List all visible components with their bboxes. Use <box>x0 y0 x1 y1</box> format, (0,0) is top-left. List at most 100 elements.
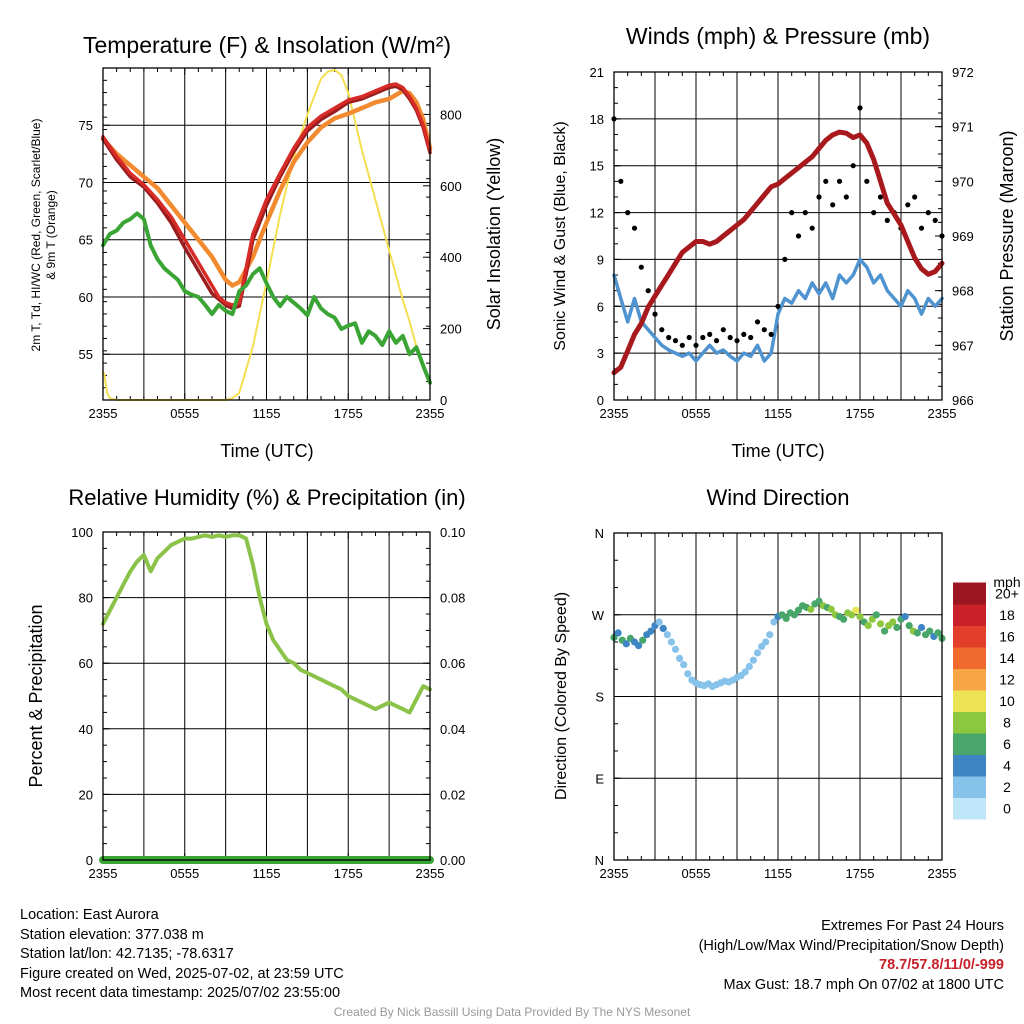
colorbar-label: 14 <box>999 650 1015 666</box>
gust-point <box>809 225 815 231</box>
direction-point <box>659 624 667 633</box>
gust-point <box>884 217 890 223</box>
direction-point <box>614 629 622 637</box>
latlon-text: Station lat/lon: 42.7135; -78.6317 <box>20 946 234 962</box>
x-tick-label: 0555 <box>682 866 711 881</box>
gust-point <box>625 210 631 216</box>
colorbar-swatch <box>953 797 986 820</box>
direction-point <box>881 627 889 635</box>
direction-point <box>852 606 860 614</box>
colorbar-title: mph <box>993 574 1020 590</box>
gust-point <box>877 194 884 200</box>
gust-point <box>871 210 877 216</box>
y2-tick-label: 970 <box>952 174 974 189</box>
direction-point <box>790 611 799 619</box>
gust-point <box>734 338 740 344</box>
y-tick-label: 18 <box>590 112 604 127</box>
direction-point <box>917 623 926 632</box>
y2-tick-label: 400 <box>440 250 462 265</box>
direction-point <box>749 656 758 664</box>
y-axis-label: Sonic Wind & Gust (Blue, Black) <box>552 121 569 350</box>
direction-point <box>745 662 753 671</box>
colorbar-label: 18 <box>999 607 1015 623</box>
x-tick-label: 2355 <box>600 406 629 421</box>
plot-border <box>102 67 431 401</box>
direction-point <box>876 620 885 628</box>
gust-point <box>666 334 672 341</box>
gust-point <box>754 319 761 325</box>
colorbar-label: 8 <box>1003 714 1011 730</box>
direction-point <box>753 649 762 657</box>
x-tick-label: 0555 <box>170 866 199 881</box>
colorbar-swatch <box>953 668 986 691</box>
y-tick-label: 9 <box>597 252 604 267</box>
direction-point <box>667 638 676 646</box>
y2-tick-label: 968 <box>952 284 974 299</box>
direction-point <box>647 627 655 635</box>
y2-tick-label: 966 <box>952 393 974 408</box>
colorbar-swatch <box>953 754 986 777</box>
x-tick-label: 2355 <box>928 406 957 421</box>
y2-tick-label: 972 <box>952 65 974 80</box>
colorbar-label: 20+ <box>995 585 1019 601</box>
elevation-text: Station elevation: 377.038 m <box>20 926 204 943</box>
gust-point <box>631 225 638 231</box>
direction-point <box>622 640 630 648</box>
gust-point <box>693 342 699 348</box>
colorbar-swatch <box>953 582 986 605</box>
gust-point <box>768 331 774 337</box>
y-axis-label: Direction (Colored By Speed) <box>553 592 570 800</box>
y2-tick-label: 0.04 <box>440 722 465 737</box>
y2-tick-label: 967 <box>952 338 974 353</box>
x-tick-label: 1155 <box>764 406 792 421</box>
direction-point <box>684 670 692 678</box>
y-tick-label: 65 <box>79 233 93 248</box>
gust-point <box>918 225 925 231</box>
gust-point <box>836 178 843 184</box>
direction-point <box>872 611 881 619</box>
colorbar-swatch <box>953 711 986 734</box>
y-tick-label: 21 <box>590 65 604 80</box>
series-2m-t <box>101 82 432 307</box>
y2-tick-label: 0.10 <box>440 525 465 540</box>
gust-point <box>672 338 679 344</box>
y2-tick-label: 971 <box>952 120 974 135</box>
timestamp-text: Most recent data timestamp: 2025/07/02 2… <box>20 985 341 1001</box>
chart-title: Temperature (F) & Insolation (W/m²) <box>83 32 451 58</box>
x-tick-label: 2355 <box>600 866 629 881</box>
y2-axis-label: Station Pressure (Maroon) <box>997 130 1017 341</box>
chart-title: Relative Humidity (%) & Precipitation (i… <box>68 485 465 510</box>
y2-tick-label: 600 <box>440 179 462 194</box>
plot-border <box>102 531 431 861</box>
gust-point <box>707 331 713 337</box>
gust-point <box>638 264 644 270</box>
gust-point <box>850 163 856 169</box>
gust-point <box>802 210 808 216</box>
gust-point <box>761 327 767 333</box>
y-tick-label: 12 <box>590 206 604 221</box>
y2-tick-label: 0.02 <box>440 787 465 802</box>
extremes-values: 78.7/57.8/11/0/-999 <box>879 957 1004 973</box>
gust-point <box>912 194 918 200</box>
y2-tick-label: 969 <box>952 229 974 244</box>
y-tick-label: 70 <box>79 175 93 190</box>
direction-point <box>848 611 856 619</box>
chart-title: Winds (mph) & Pressure (mb) <box>626 23 930 49</box>
colorbar-swatch <box>953 604 986 626</box>
y-axis-label: 2m T, Td, HI/WC (Red, Green, Scarlet/Blu… <box>29 119 43 352</box>
direction-point <box>762 638 770 646</box>
series-rh <box>101 533 432 715</box>
colorbar-swatch <box>953 690 986 712</box>
location-text: Location: East Aurora <box>20 907 159 923</box>
direction-point <box>864 622 872 630</box>
gust-point <box>864 178 870 184</box>
y2-tick-label: 0 <box>440 393 447 408</box>
direction-point <box>741 668 749 676</box>
gust-point <box>830 202 836 208</box>
direction-point <box>856 613 864 621</box>
created-text: Figure created on Wed, 2025-07-02, at 23… <box>20 965 344 982</box>
x-tick-label: 1755 <box>334 866 363 881</box>
direction-point <box>671 645 680 653</box>
gust-point <box>713 338 720 344</box>
